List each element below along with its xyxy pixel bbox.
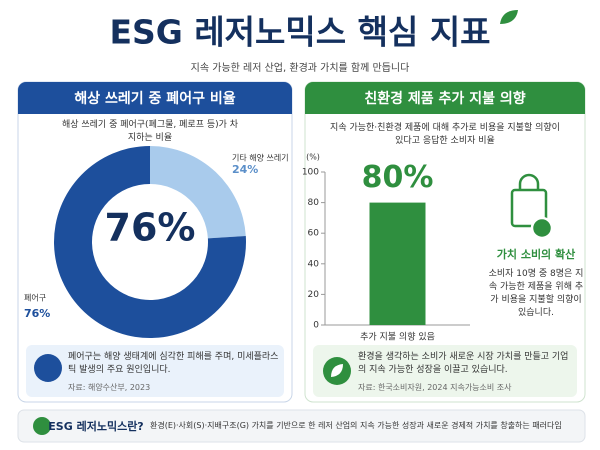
left-desc: 해상 쓰레기 중 폐어구(폐그물, 폐로프 등)가 차지하는 비율 (61, 120, 239, 143)
title-leaf (500, 10, 518, 24)
right-note: 환경을 생각하는 소비가 새로운 시장 가치를 만들고 기업의 지속 가능한 성… (358, 352, 569, 375)
slice-value: 24% (232, 163, 258, 176)
left-source: 자료: 해양수산부, 2023 (68, 383, 151, 392)
side-title: 가치 소비의 확산 (496, 248, 576, 261)
footer-title: ESG 레저노믹스란? (48, 419, 143, 433)
right-title: 친환경 제품 추가 지불 의향 (364, 90, 525, 107)
side-text: 소비자 10명 중 8명은 지속 가능한 제품을 위해 추가 비용을 지불할 의… (488, 269, 584, 318)
pie-slice (54, 146, 246, 338)
wave-icon (34, 354, 62, 382)
y-tick-label: 0 (313, 321, 319, 331)
left-header (18, 82, 292, 114)
left-title: 해상 쓰레기 중 폐어구 비율 (74, 90, 235, 107)
bar-value: 80% (362, 160, 434, 195)
left-note-box (26, 345, 284, 397)
pie-slice (150, 146, 246, 239)
y-tick-label: 60 (308, 229, 320, 239)
title: ESG 레저노믹스 핵심 지표 (109, 13, 490, 52)
subtitle: 지속 가능한 레저 산업, 환경과 가치를 함께 만듭니다 (191, 61, 410, 74)
slice-value: 76% (24, 307, 50, 320)
right-desc: 지속 가능한·친환경 제품에 대해 추가로 비용을 지불할 의향이 있다고 응답… (330, 123, 560, 146)
bar (369, 202, 426, 325)
x-tick-label: 추가 지불 의향 있음 (360, 331, 435, 343)
slice-label: 폐어구 (24, 293, 46, 303)
right-header (305, 82, 585, 114)
y-tick-label: 20 (308, 290, 320, 300)
y-tick-label: 80 (308, 198, 320, 208)
center-value: 76% (105, 206, 196, 250)
right-source: 자료: 한국소비자원, 2024 지속가능소비 조사 (358, 383, 512, 392)
footer-text: 환경(E)·사회(S)·지배구조(G) 가치를 기반으로 한 레저 산업의 지속… (150, 421, 562, 430)
y-tick-label: 40 (308, 259, 320, 269)
bag-icon (510, 173, 554, 240)
footer-box (17, 409, 586, 443)
slice-label: 기타 해양 쓰레기 (232, 153, 289, 163)
right-note-box (313, 345, 577, 397)
y-tick-label: 100 (302, 168, 319, 178)
leaf-shape (331, 364, 343, 377)
left-note: 폐어구는 해양 생태계에 심각한 피해를 주며, 미세플라스틱 발생의 주요 원… (68, 352, 279, 375)
y-axis-label: (%) (306, 153, 320, 162)
footer-icon (33, 417, 51, 435)
